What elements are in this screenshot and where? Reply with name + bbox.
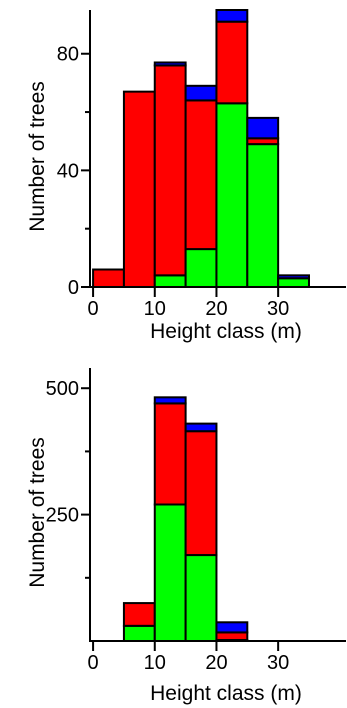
bar-segment xyxy=(153,402,187,506)
x-tick-label: 10 xyxy=(144,652,166,674)
bar-segment xyxy=(246,116,280,140)
y-tick-label: 80 xyxy=(57,44,79,66)
x-tick-label: 0 xyxy=(88,652,99,674)
bar-segment xyxy=(277,277,310,288)
y-tick-label: 40 xyxy=(57,160,79,182)
bar-segment xyxy=(184,554,218,642)
x-tick-label: 10 xyxy=(144,298,166,320)
bar-segment xyxy=(153,274,187,289)
x-tick-label: 20 xyxy=(205,298,227,320)
bar-segment xyxy=(184,430,218,557)
y-tick-label: 500 xyxy=(46,378,79,400)
y-axis-label: Number of trees xyxy=(26,81,49,232)
bar-segment xyxy=(215,102,249,288)
y-tick-label: 0 xyxy=(68,277,79,299)
y-tick-label: 250 xyxy=(46,505,79,527)
x-axis-label: Height class (m) xyxy=(150,320,302,343)
bar-segment xyxy=(184,422,218,433)
x-tick-label: 20 xyxy=(205,652,227,674)
bar-segment xyxy=(153,61,187,67)
bar-segment xyxy=(246,143,280,288)
bar-segment xyxy=(215,20,249,105)
x-tick-label: 0 xyxy=(88,298,99,320)
bar-segment xyxy=(153,396,187,405)
chart-2: 250 500 0 10 20 30 Height class (m) Number of t… xyxy=(26,368,346,705)
bar-segment xyxy=(215,631,249,641)
bar-segment xyxy=(122,624,156,642)
bar-segment xyxy=(277,274,310,280)
x-tick-label: 30 xyxy=(267,298,289,320)
bar-segment xyxy=(153,503,187,642)
bar-segment xyxy=(215,9,249,23)
bar-segment xyxy=(153,64,187,277)
y-axis-label: Number of trees xyxy=(26,437,49,588)
bar-segment xyxy=(122,90,156,288)
bar-segment xyxy=(215,621,249,634)
bar-segment xyxy=(92,268,125,288)
bar-segment xyxy=(184,248,218,289)
bar-segment xyxy=(122,602,156,627)
x-tick-label: 30 xyxy=(267,652,289,674)
bar-segment xyxy=(184,84,218,102)
bar-segment xyxy=(184,99,218,251)
x-axis-label: Height class (m) xyxy=(150,682,302,705)
